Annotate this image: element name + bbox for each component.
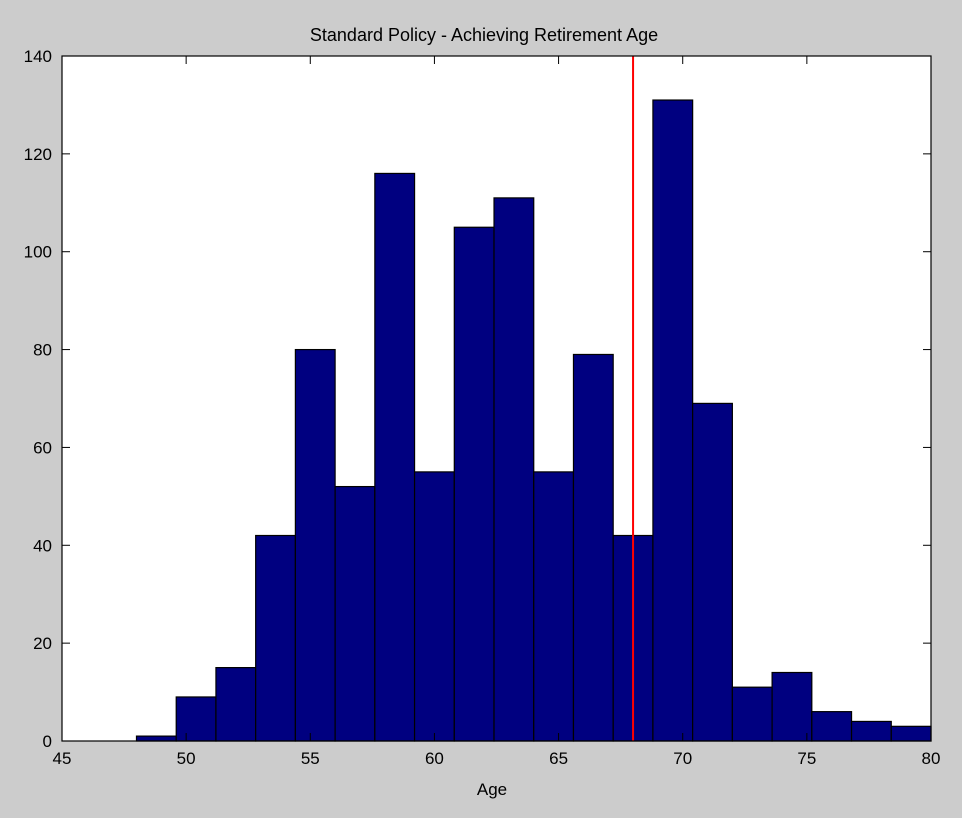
histogram-bar: [413, 471, 455, 742]
histogram-bar: [453, 226, 495, 742]
histogram-bar: [334, 485, 376, 742]
x-tick-label: 50: [177, 749, 196, 768]
x-axis-label: Age: [477, 780, 507, 799]
histogram-bar: [135, 735, 177, 742]
histogram-bar: [374, 172, 416, 742]
histogram-bar: [572, 353, 614, 742]
y-tick-label: 40: [33, 536, 52, 555]
histogram-bar: [294, 348, 336, 742]
x-tick-label: 60: [425, 749, 444, 768]
x-tick-label: 65: [549, 749, 568, 768]
x-tick-label: 75: [797, 749, 816, 768]
x-tick-label: 80: [922, 749, 941, 768]
x-axis-ticks: 45 50 55 60 65 70 75 80: [53, 56, 941, 768]
y-tick-label: 0: [43, 732, 52, 751]
histogram-bar: [493, 197, 535, 742]
x-tick-label: 45: [53, 749, 72, 768]
histogram-bar: [771, 671, 813, 742]
histogram-bar: [255, 534, 296, 742]
y-tick-label: 60: [33, 438, 52, 457]
histogram-bar: [731, 686, 773, 742]
histogram-bar: [533, 471, 575, 742]
histogram-bar: [692, 402, 733, 742]
plot-frame: [61, 55, 932, 742]
y-axis-ticks: 0 20 40 60 80 100 120 140: [24, 47, 931, 751]
y-tick-label: 100: [24, 243, 52, 262]
chart-title: Standard Policy - Achieving Retirement A…: [310, 25, 658, 45]
bars: [135, 99, 932, 742]
y-tick-label: 140: [24, 47, 52, 66]
histogram-bar: [811, 711, 853, 742]
y-tick-label: 80: [33, 341, 52, 360]
histogram-bar: [850, 720, 892, 742]
histogram-bar: [175, 696, 217, 742]
histogram-bar: [890, 725, 932, 742]
histogram-bar: [215, 667, 257, 742]
x-tick-label: 70: [673, 749, 692, 768]
histogram-bar: [652, 99, 694, 742]
x-tick-label: 55: [301, 749, 320, 768]
y-tick-label: 120: [24, 145, 52, 164]
y-tick-label: 20: [33, 634, 52, 653]
